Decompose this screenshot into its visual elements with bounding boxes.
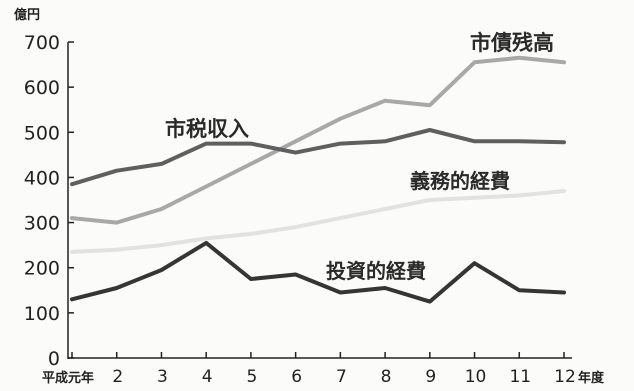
series-label-2: 市税収入	[165, 117, 249, 141]
y-tick-label: 0	[48, 348, 60, 370]
y-axis-ticks: 0 100 200 300 400 500 600 700	[24, 32, 74, 370]
series-line-4	[70, 240, 566, 304]
y-tick-label: 200	[24, 258, 60, 280]
series-line-1	[70, 55, 566, 225]
y-tick-label: 400	[24, 167, 60, 189]
series-lines	[70, 55, 566, 304]
y-tick-label: 100	[24, 303, 60, 325]
x-tick-label: 4	[202, 367, 213, 387]
x-tick-label: 3	[157, 367, 168, 387]
x-tick-label: 12	[554, 367, 576, 387]
x-axis-ticks: 平成元年 2 3 4 5 6 7 8 9 10 11 12	[42, 352, 576, 387]
series-line-2	[70, 128, 566, 187]
x-tick-label: 平成元年	[42, 370, 94, 386]
y-tick-label: 300	[24, 213, 60, 235]
series-label-3: 義務的経費	[410, 169, 510, 193]
y-tick-label: 500	[24, 122, 60, 144]
series-label-4: 投資的経費	[326, 259, 426, 283]
x-tick-label: 7	[336, 367, 347, 387]
x-tick-label: 6	[291, 367, 302, 387]
x-axis-unit-label: 年度	[578, 370, 605, 386]
x-tick-label: 5	[246, 367, 257, 387]
x-tick-label: 8	[381, 367, 392, 387]
x-tick-label: 11	[509, 367, 531, 387]
x-tick-label: 10	[465, 367, 487, 387]
y-tick-label: 600	[24, 77, 60, 99]
y-tick-label: 700	[24, 32, 60, 54]
y-axis-unit-label: 億円	[14, 7, 40, 23]
x-tick-label: 9	[425, 367, 436, 387]
x-tick-label: 2	[112, 367, 123, 387]
series-label-1: 市債残高	[470, 31, 554, 55]
series-line-3	[70, 189, 566, 254]
